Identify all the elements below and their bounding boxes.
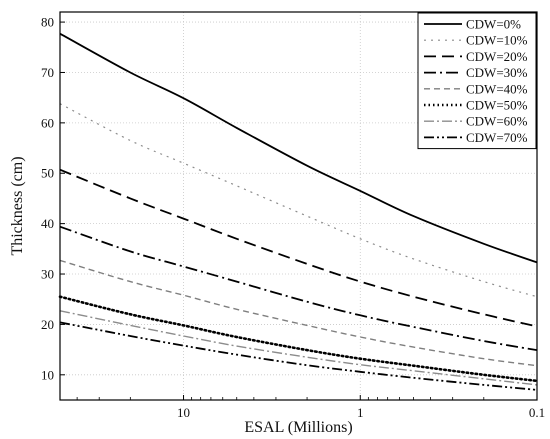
legend-label: CDW=50%: [466, 98, 528, 113]
series-line-7: [59, 310, 538, 386]
legend-label: CDW=40%: [466, 81, 528, 96]
y-tick-label: 20: [41, 317, 54, 332]
series-line-5: [59, 259, 538, 367]
legend-label: CDW=20%: [466, 49, 528, 64]
x-tick-label: 1: [357, 405, 364, 420]
y-tick-label: 10: [41, 367, 54, 382]
x-axis-title: ESAL (Millions): [244, 419, 352, 436]
y-tick-label: 40: [41, 216, 54, 231]
legend-label: CDW=0%: [466, 17, 521, 32]
legend-box: [417, 12, 537, 150]
series-lines: [58, 32, 539, 391]
axis-ticks: 10 20 30 40 50 60 70 80 10 1 0.1: [41, 15, 545, 420]
y-tick-label: 80: [41, 15, 54, 30]
y-tick-label: 60: [41, 115, 54, 130]
legend-label: CDW=10%: [466, 33, 528, 48]
series-line-4: [59, 225, 538, 351]
series-line-3: [59, 168, 538, 328]
series-line-1: [59, 32, 538, 264]
y-axis-title: Thickness (cm): [9, 156, 26, 255]
x-tick-label: 10: [177, 405, 190, 420]
legend-label: CDW=60%: [466, 114, 528, 129]
y-tick-label: 70: [41, 65, 54, 80]
legend: CDW=0%CDW=10%CDW=20%CDW=30%CDW=40% CDW=50…: [417, 12, 537, 150]
x-tick-label: 0.1: [529, 405, 545, 420]
y-tick-label: 50: [41, 166, 54, 181]
legend-label: CDW=30%: [466, 65, 528, 80]
plot-frame: [59, 11, 538, 401]
y-tick-label: 30: [41, 267, 54, 282]
series-line-6: [58, 295, 539, 383]
legend-label: CDW=70%: [466, 130, 528, 145]
